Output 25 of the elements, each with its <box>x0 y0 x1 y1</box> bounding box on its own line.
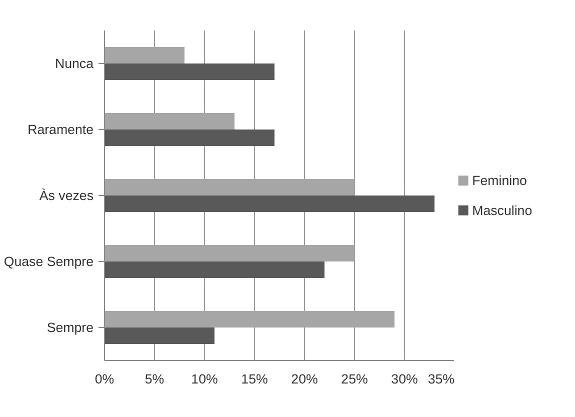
x-tick-label: 20% <box>291 372 318 386</box>
bar <box>104 47 184 64</box>
x-tick-label: 25% <box>341 372 368 386</box>
bar <box>104 64 274 80</box>
y-tick-label: Às vezes <box>39 188 94 203</box>
y-tick-label: Sempre <box>46 320 94 335</box>
y-tick-label: Quase Sempre <box>4 254 94 269</box>
bar <box>104 328 214 344</box>
bar <box>104 179 354 196</box>
x-tick-label: 30% <box>391 372 418 386</box>
legend-label: Masculino <box>472 202 532 218</box>
bar <box>104 311 394 328</box>
y-tick-label: Raramente <box>28 122 94 137</box>
bar <box>104 113 234 130</box>
y-tick-label: Nunca <box>54 56 94 71</box>
bar <box>104 245 354 262</box>
x-tick-label: 10% <box>191 372 218 386</box>
bar <box>104 262 324 278</box>
x-tick-label: 35% <box>428 372 455 386</box>
x-tick-label: 0% <box>94 372 114 386</box>
x-tick-label: 5% <box>144 372 164 386</box>
x-tick-label: 15% <box>241 372 268 386</box>
bar <box>104 130 274 146</box>
bar <box>104 196 434 212</box>
legend-label: Feminino <box>472 173 527 188</box>
